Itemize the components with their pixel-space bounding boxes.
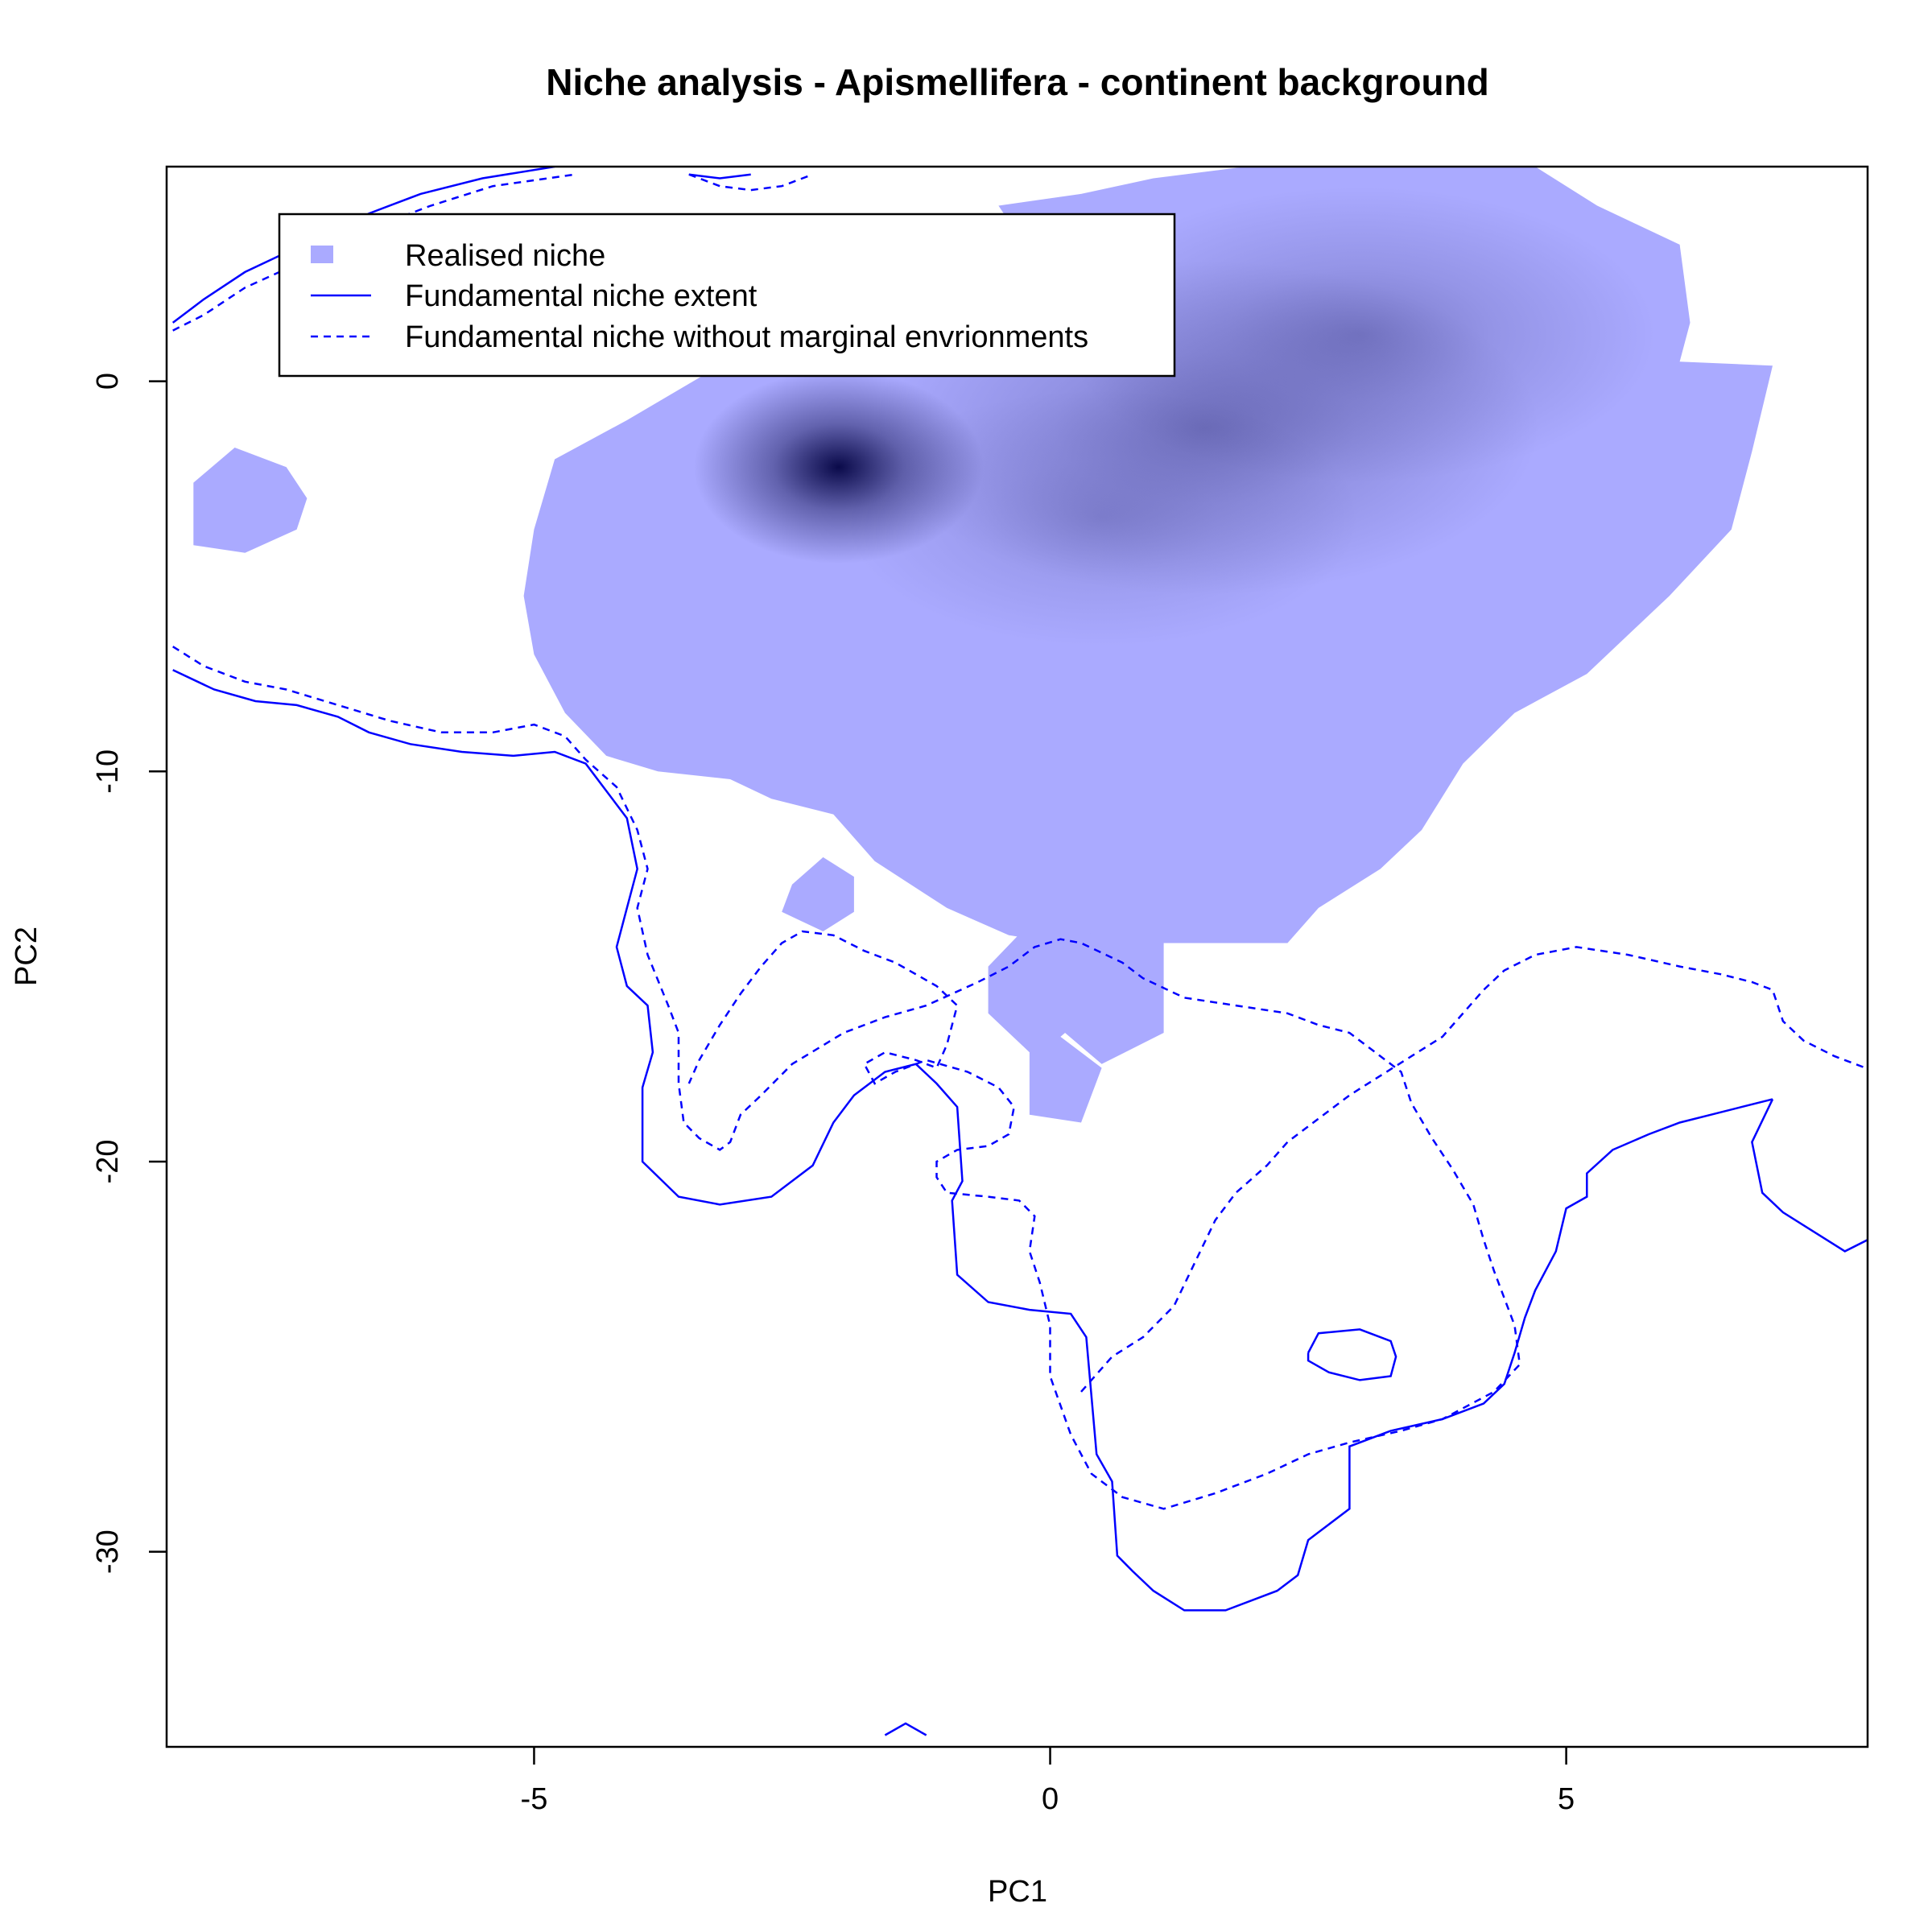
chart-title: Niche analysis - Apismellifera - contine… <box>546 61 1489 103</box>
x-axis-label: PC1 <box>988 1875 1047 1909</box>
realised-niche-region-mid-blob <box>782 857 854 931</box>
y-tick-label: -10 <box>91 749 125 794</box>
y-tick-label: -20 <box>91 1140 125 1184</box>
fundamental-extent-line-island <box>1307 1328 1397 1381</box>
legend-label-fundamental-core: Fundamental niche without marginal envri… <box>405 320 1088 354</box>
legend-label-realised-niche: Realised niche <box>405 239 605 273</box>
legend-label-fundamental-extent: Fundamental niche extent <box>405 279 758 313</box>
x-tick-label: 0 <box>1042 1782 1059 1816</box>
fundamental-core-line-top-center <box>688 173 814 192</box>
realised-niche-region-lower-blob <box>988 923 1102 1123</box>
fundamental-core-line-main <box>172 646 1521 1510</box>
density-layer <box>693 186 1657 647</box>
x-axis: -5 0 5 <box>521 1747 1575 1816</box>
y-axis: 0 -10 -20 -30 <box>91 373 167 1574</box>
plot-area <box>171 167 1868 1736</box>
legend: Realised niche Fundamental niche extent … <box>278 213 1176 378</box>
x-tick-label: -5 <box>521 1782 548 1816</box>
fundamental-extent-line-top-center <box>688 173 751 180</box>
plot-frame <box>165 165 1869 1748</box>
fundamental-extent-line-bottom <box>884 1722 927 1736</box>
y-tick-label: -30 <box>91 1530 125 1574</box>
fundamental-extent-line-main <box>172 669 1773 1612</box>
legend-key-realised-niche <box>311 246 333 263</box>
density-peak-3 <box>844 389 1360 647</box>
legend-box <box>278 213 1176 378</box>
y-tick-label: 0 <box>91 373 125 390</box>
realised-niche-region-left-blob <box>193 448 308 553</box>
fundamental-core-line-right <box>1080 946 1868 1393</box>
y-axis-label: PC2 <box>10 927 43 986</box>
x-tick-label: 5 <box>1558 1782 1575 1816</box>
